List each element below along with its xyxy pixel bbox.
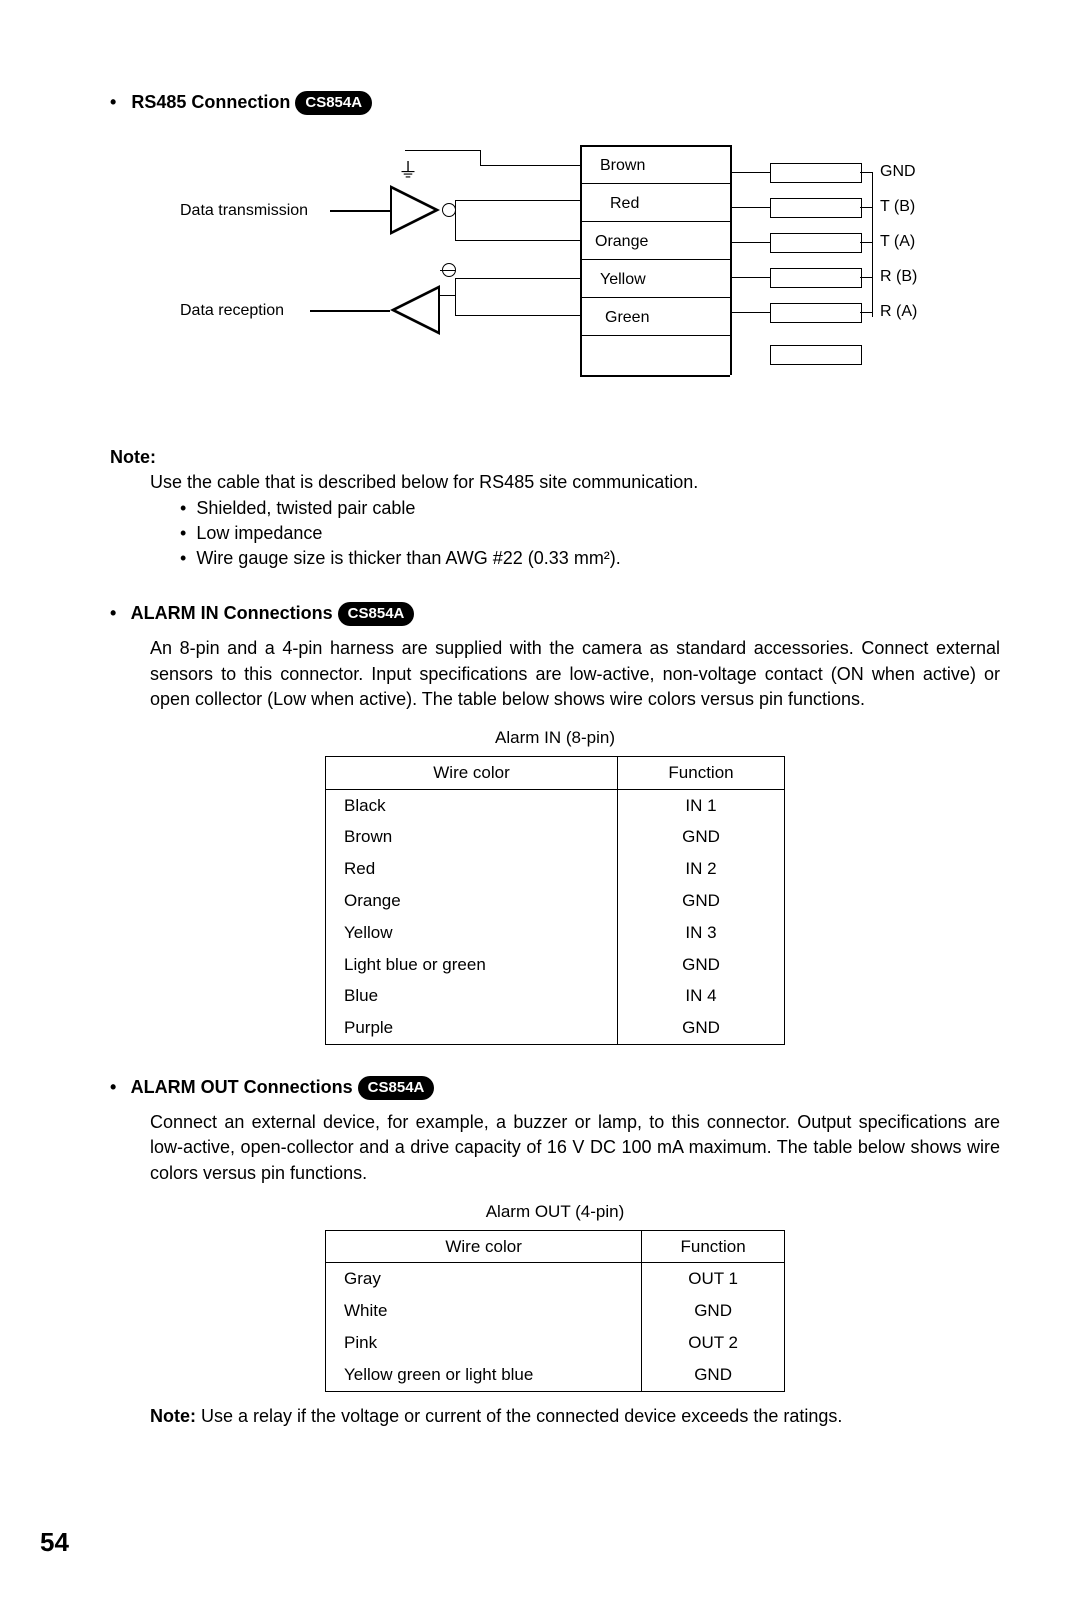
badge-alarm-in: CS854A <box>338 602 415 626</box>
label-rx: Data reception <box>180 300 284 322</box>
note-lead: Use the cable that is described below fo… <box>150 470 1000 495</box>
table-row: Yellow green or light blueGND <box>326 1359 785 1391</box>
badge-rs485: CS854A <box>295 91 372 115</box>
heading-alarm-in: ALARM IN Connections CS854A <box>110 601 1000 626</box>
alarm-in-section: ALARM IN Connections CS854A An 8-pin and… <box>110 601 1000 1045</box>
label-tx: Data transmission <box>180 200 308 222</box>
tx-buffer-icon <box>390 185 440 235</box>
alarm-in-caption: Alarm IN (8-pin) <box>110 726 1000 750</box>
label-tb: T (B) <box>880 196 915 218</box>
col-func: Function <box>618 756 785 789</box>
alarm-out-footnote: Note: Use a relay if the voltage or curr… <box>150 1404 1000 1429</box>
heading-alarm-out-text: ALARM OUT Connections <box>131 1077 353 1097</box>
tx-node-icon <box>442 203 456 217</box>
badge-alarm-out: CS854A <box>358 1076 435 1100</box>
heading-alarm-out: ALARM OUT Connections CS854A <box>110 1075 1000 1100</box>
heading-alarm-in-text: ALARM IN Connections <box>131 603 333 623</box>
table-row: PinkOUT 2 <box>326 1327 785 1359</box>
footnote-text: Use a relay if the voltage or current of… <box>196 1406 842 1426</box>
alarm-out-text: Connect an external device, for example,… <box>150 1110 1000 1186</box>
port-tb <box>770 198 862 218</box>
table-header-row: Wire color Function <box>326 756 785 789</box>
alarm-in-table-wrap: Alarm IN (8-pin) Wire color Function Bla… <box>110 726 1000 1045</box>
alarm-in-text: An 8-pin and a 4-pin harness are supplie… <box>150 636 1000 712</box>
col-wire: Wire color <box>326 756 618 789</box>
wire-orange: Orange <box>595 231 648 253</box>
heading-rs485-text: RS485 Connection <box>131 92 290 112</box>
table-row: WhiteGND <box>326 1295 785 1327</box>
alarm-out-table: Wire color Function GrayOUT 1 WhiteGND P… <box>325 1230 785 1392</box>
col-func: Function <box>642 1230 785 1263</box>
alarm-out-caption: Alarm OUT (4-pin) <box>110 1200 1000 1224</box>
port-ta <box>770 233 862 253</box>
page: RS485 Connection CS854A Brown Red Orange… <box>0 0 1080 1600</box>
note-item-0: Shielded, twisted pair cable <box>180 496 1000 521</box>
note-label: Note: <box>110 445 1000 470</box>
table-row: GrayOUT 1 <box>326 1263 785 1295</box>
page-number: 54 <box>40 1524 69 1560</box>
table-row: PurpleGND <box>326 1012 785 1044</box>
wire-brown: Brown <box>600 155 645 177</box>
note-item-1: Low impedance <box>180 521 1000 546</box>
port-rb <box>770 268 862 288</box>
wire-red: Red <box>610 193 639 215</box>
table-row: YellowIN 3 <box>326 917 785 949</box>
note-item-2: Wire gauge size is thicker than AWG #22 … <box>180 546 1000 571</box>
table-row: RedIN 2 <box>326 853 785 885</box>
table-header-row: Wire color Function <box>326 1230 785 1263</box>
col-wire: Wire color <box>326 1230 642 1263</box>
table-row: BlueIN 4 <box>326 980 785 1012</box>
alarm-out-section: ALARM OUT Connections CS854A Connect an … <box>110 1075 1000 1429</box>
rx-buffer-icon <box>390 285 440 335</box>
rs485-diagram: Brown Red Orange Yellow Green GND T (B) … <box>180 145 960 415</box>
table-row: Light blue or greenGND <box>326 949 785 981</box>
port-extra <box>770 345 862 365</box>
table-row: BrownGND <box>326 821 785 853</box>
note-block: Note: Use the cable that is described be… <box>110 445 1000 571</box>
ground-icon: ⏚ <box>398 157 416 185</box>
wire-yellow: Yellow <box>600 269 646 291</box>
wire-green: Green <box>605 307 649 329</box>
heading-rs485: RS485 Connection CS854A <box>110 90 1000 115</box>
footnote-label: Note: <box>150 1406 196 1426</box>
label-gnd: GND <box>880 161 916 183</box>
port-gnd <box>770 163 862 183</box>
label-ra: R (A) <box>880 301 917 323</box>
table-row: BlackIN 1 <box>326 789 785 821</box>
table-row: OrangeGND <box>326 885 785 917</box>
label-rb: R (B) <box>880 266 917 288</box>
label-ta: T (A) <box>880 231 915 253</box>
alarm-out-table-wrap: Alarm OUT (4-pin) Wire color Function Gr… <box>110 1200 1000 1392</box>
alarm-in-table: Wire color Function BlackIN 1 BrownGND R… <box>325 756 785 1045</box>
port-ra <box>770 303 862 323</box>
